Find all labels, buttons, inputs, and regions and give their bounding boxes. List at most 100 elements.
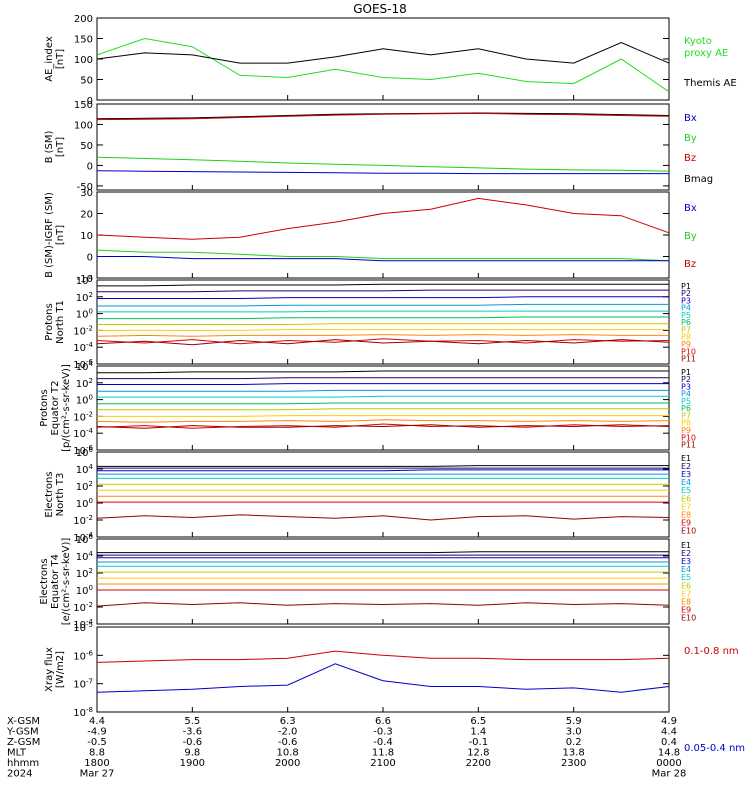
series-line-by xyxy=(96,156,670,172)
y-tick-label: 10-2 xyxy=(73,601,93,614)
series-line-p2 xyxy=(97,289,669,293)
y-tick-label: 100 xyxy=(76,308,93,321)
legend-entry: Kyoto xyxy=(684,36,712,47)
y-tick-label: 150 xyxy=(74,35,93,46)
legend-entry: E8 xyxy=(681,511,691,520)
table-cell: 6.6 xyxy=(375,716,391,727)
y-tick-label: 100 xyxy=(74,120,93,131)
legend-entry: Themis AE xyxy=(683,78,737,89)
table-cell: -0.1 xyxy=(469,737,489,748)
legend-entry: P11 xyxy=(681,355,696,364)
panel-frame xyxy=(96,626,670,713)
series-line-p9 xyxy=(96,419,670,423)
y-tick-label: 104 xyxy=(76,463,94,476)
row-label: X-GSM xyxy=(7,716,40,727)
series-line-p8 xyxy=(97,415,669,417)
series-line-p11 xyxy=(96,339,670,346)
y-tick-label: 10-6 xyxy=(73,649,93,662)
series-line-p7 xyxy=(97,323,669,325)
legend-entry: P3 xyxy=(681,296,691,305)
series-line-bx xyxy=(97,256,669,262)
legend-entry: E2 xyxy=(681,462,691,471)
legend-entry: P10 xyxy=(681,347,696,356)
legend-entry: P2 xyxy=(681,375,691,384)
table-cell: 4.4 xyxy=(89,716,105,727)
table-cell: -0.6 xyxy=(183,737,203,748)
table-cell: 2100 xyxy=(370,758,395,769)
series-line-e10 xyxy=(96,514,670,521)
y-tick-label: 100 xyxy=(76,584,93,597)
legend-entry: Bz xyxy=(684,259,696,270)
table-cell: 11.8 xyxy=(372,748,394,759)
y-tick-label: 10-2 xyxy=(73,410,93,423)
series-line-bz xyxy=(96,112,670,121)
legend-entry: E10 xyxy=(681,527,696,536)
legend-entry: P9 xyxy=(681,426,691,435)
series-line-p5 xyxy=(97,310,669,313)
y-tick-label: 100 xyxy=(76,497,93,510)
series-line-p10 xyxy=(96,338,670,345)
y-tick-label: 102 xyxy=(76,291,93,304)
y-axis-label: North T3 xyxy=(55,473,66,517)
table-cell: 0.2 xyxy=(566,737,582,748)
table-cell: 8.8 xyxy=(89,748,105,759)
series-line-kyoto-proxy-ae xyxy=(96,37,670,93)
table-cell: Mar 28 xyxy=(652,769,687,780)
panel-frame xyxy=(96,451,670,538)
legend-entry: P7 xyxy=(681,411,691,420)
table-cell: 14.8 xyxy=(658,748,680,759)
panel-frame xyxy=(96,191,670,279)
y-axis-label: [W/m2] xyxy=(55,651,66,688)
series-line-p10 xyxy=(96,423,670,429)
y-axis-label: [nT] xyxy=(55,49,66,69)
table-cell: 10.8 xyxy=(277,748,299,759)
series-line-p5 xyxy=(97,395,669,398)
table-cell: 5.5 xyxy=(184,716,200,727)
series-line-p9 xyxy=(96,334,669,337)
series-line-p4 xyxy=(97,303,669,307)
series-line-p7 xyxy=(97,408,669,411)
panel-bsm: 150 100 50 0 -50 B (SM) [nT] Bx By Bz Bmag xyxy=(44,100,713,193)
y-tick-label: 10-5 xyxy=(73,621,93,634)
y-tick-label: 30 xyxy=(80,188,93,199)
legend-entry: P4 xyxy=(681,304,691,313)
y-axis-label: [e/(cm²-s-sr-keV)] xyxy=(61,538,72,626)
table-cell: 2000 xyxy=(275,758,300,769)
legend-entry: Bz xyxy=(684,153,696,164)
table-cell: 1.4 xyxy=(470,727,486,738)
series-line-by xyxy=(96,249,670,262)
legend-entry: P1 xyxy=(681,282,691,291)
table-cell: -0.4 xyxy=(373,737,393,748)
y-tick-label: 104 xyxy=(76,550,94,563)
series-line-bx xyxy=(96,170,669,175)
series-line-themis-ae xyxy=(96,42,670,64)
y-tick-label: 102 xyxy=(76,377,93,390)
y-tick-label: 10-2 xyxy=(73,514,93,527)
y-axis-label: Equator T4 xyxy=(50,554,61,609)
table-cell: -0.6 xyxy=(278,737,298,748)
table-cell: 3.0 xyxy=(566,727,582,738)
y-tick-label: 102 xyxy=(76,480,93,493)
series-line-p1 xyxy=(97,370,669,374)
row-label: Y-GSM xyxy=(6,727,39,738)
series-line-bz xyxy=(96,197,670,240)
table-cell: 5.9 xyxy=(566,716,582,727)
y-tick-label: 150 xyxy=(74,100,93,111)
legend-entry: P9 xyxy=(681,340,691,349)
panel-bigrf: 30 20 10 0 -10 B (SM)-IGRF (SM) [nT] Bx By Bz xyxy=(44,188,697,285)
y-tick-label: 50 xyxy=(80,141,93,152)
y-tick-label: 106 xyxy=(76,446,94,459)
table-cell: Mar 27 xyxy=(80,769,115,780)
y-axis-label: Xray flux xyxy=(44,647,55,692)
y-axis-label: [nT] xyxy=(55,225,66,245)
y-tick-label: 50 xyxy=(80,76,93,87)
legend-entry: Bx xyxy=(684,113,697,124)
y-tick-label: 106 xyxy=(76,533,94,546)
table-cell: -3.6 xyxy=(183,727,203,738)
y-tick-label: 10-4 xyxy=(73,341,93,354)
